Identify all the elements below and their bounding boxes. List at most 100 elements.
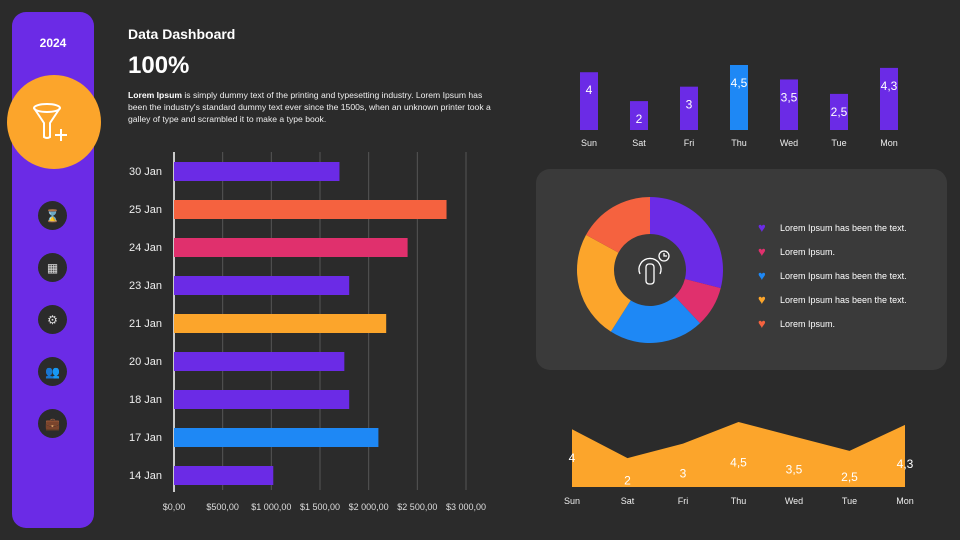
x-tick-label: $3 000,00 xyxy=(446,502,486,512)
bar xyxy=(174,428,379,447)
donut-chart xyxy=(577,197,723,343)
bar xyxy=(174,276,350,295)
y-tick-label: 30 Jan xyxy=(129,166,162,178)
x-tick-label: Tue xyxy=(842,496,857,506)
donut-slice xyxy=(586,197,650,253)
x-tick-label: Tue xyxy=(831,138,846,148)
y-tick-label: 24 Jan xyxy=(129,242,162,254)
area-chart: 4 Sun 2 Sat 3 Fri 4,5 Thu 3,5 Wed 2,5 Tue 4,3 Mon xyxy=(564,422,914,506)
data-label: 3 xyxy=(680,466,687,480)
page-title: Data Dashboard xyxy=(128,26,236,42)
touch-clock-icon xyxy=(638,250,670,285)
finger-shape xyxy=(645,263,655,285)
heart-icon: ♥ xyxy=(758,268,766,283)
bar xyxy=(174,466,274,485)
data-label: 4,3 xyxy=(881,79,898,93)
briefcase-icon[interactable]: 💼 xyxy=(38,409,67,438)
y-tick-label: 21 Jan xyxy=(129,318,162,330)
x-tick-label: Sun xyxy=(564,496,580,506)
x-tick-label: Wed xyxy=(785,496,803,506)
legend-label: Lorem Ipsum. xyxy=(780,318,836,329)
legend-item: ♥ Lorem Ipsum has been the text. xyxy=(758,221,907,234)
percent-value: 100% xyxy=(128,52,190,79)
y-tick-label: 20 Jan xyxy=(129,356,162,368)
heart-icon: ♥ xyxy=(758,316,766,331)
hourglass-icon[interactable]: ⌛ xyxy=(38,201,67,230)
bar xyxy=(174,352,345,371)
column xyxy=(630,101,648,130)
x-tick-label: Sat xyxy=(632,138,646,148)
heart-icon: ♥ xyxy=(758,244,766,259)
desc-bold: Lorem Ipsum xyxy=(128,90,182,100)
donut-slice xyxy=(577,234,631,332)
y-tick-label: 23 Jan xyxy=(129,280,162,292)
column xyxy=(580,72,598,130)
y-tick-label: 14 Jan xyxy=(129,470,162,482)
legend-item: ♥ Lorem Ipsum has been the text. xyxy=(758,293,907,306)
data-label: 2 xyxy=(624,474,631,488)
x-tick-label: $500,00 xyxy=(206,502,239,512)
x-tick-label: Sat xyxy=(621,496,635,506)
x-tick-label: Wed xyxy=(780,138,798,148)
x-tick-label: $2 000,00 xyxy=(349,502,389,512)
heart-icon: ♥ xyxy=(758,292,766,307)
data-label: 3,5 xyxy=(786,463,803,477)
donut-slice xyxy=(610,296,700,343)
legend-item: ♥ Lorem Ipsum. xyxy=(758,245,835,258)
area-fill xyxy=(572,422,905,487)
data-label: 4 xyxy=(569,451,576,465)
data-label: 4,3 xyxy=(897,457,914,471)
year-label: 2024 xyxy=(39,36,67,50)
x-tick-label: $1 000,00 xyxy=(251,502,291,512)
funnel-plus-icon[interactable] xyxy=(7,75,101,169)
donut-slice xyxy=(674,278,721,324)
data-label: 3,5 xyxy=(781,90,798,104)
horizontal-bar-chart: $0,00 $500,00 $1 000,00 $1 500,00 $2 000,00 $… xyxy=(129,152,486,512)
legend-label: Lorem Ipsum. xyxy=(780,246,836,257)
x-tick-label: Sun xyxy=(581,138,597,148)
column xyxy=(680,86,698,130)
heart-icon: ♥ xyxy=(758,220,766,235)
legend-item: ♥ Lorem Ipsum. xyxy=(758,317,835,330)
column-chart: 4 Sun 2 Sat 3 Fri 4,5 Thu 3,5 Wed 2,5 Tue 4,3 Mon xyxy=(580,65,898,148)
column xyxy=(780,79,798,130)
y-tick-label: 18 Jan xyxy=(129,394,162,406)
data-label: 2,5 xyxy=(841,470,858,484)
gear-icon[interactable]: ⚙ xyxy=(38,305,67,334)
x-tick-label: Thu xyxy=(731,496,747,506)
column xyxy=(830,93,848,130)
calendar-icon[interactable]: ▦ xyxy=(38,253,67,282)
users-icon[interactable]: 👥 xyxy=(38,357,67,386)
legend-label: Lorem Ipsum has been the text. xyxy=(780,270,907,281)
bar xyxy=(174,390,350,409)
legend-label: Lorem Ipsum has been the text. xyxy=(780,294,907,305)
bar xyxy=(174,162,340,181)
bar xyxy=(174,314,387,333)
clock-shape xyxy=(658,250,670,262)
legend-item: ♥ Lorem Ipsum has been the text. xyxy=(758,269,907,282)
description: Lorem Ipsum is simply dummy text of the … xyxy=(128,89,498,125)
touch-arc xyxy=(638,257,662,275)
x-tick-label: $0,00 xyxy=(163,502,186,512)
data-label: 4 xyxy=(586,83,593,97)
data-label: 2,5 xyxy=(831,105,848,119)
bar xyxy=(174,238,408,257)
clock-hands xyxy=(663,253,667,257)
y-tick-label: 17 Jan xyxy=(129,432,162,444)
x-tick-label: Fri xyxy=(684,138,695,148)
bar xyxy=(174,200,447,219)
data-label: 4,5 xyxy=(731,76,748,90)
x-tick-label: Fri xyxy=(678,496,689,506)
x-tick-label: Mon xyxy=(880,138,898,148)
legend-label: Lorem Ipsum has been the text. xyxy=(780,222,907,233)
x-tick-label: $1 500,00 xyxy=(300,502,340,512)
data-label: 3 xyxy=(686,98,693,112)
data-label: 4,5 xyxy=(730,456,747,470)
x-tick-label: Mon xyxy=(896,496,914,506)
desc-text: is simply dummy text of the printing and… xyxy=(128,90,491,124)
x-tick-label: $2 500,00 xyxy=(397,502,437,512)
y-tick-label: 25 Jan xyxy=(129,204,162,216)
column xyxy=(730,65,748,130)
data-label: 2 xyxy=(636,112,643,126)
x-tick-label: Thu xyxy=(731,138,747,148)
